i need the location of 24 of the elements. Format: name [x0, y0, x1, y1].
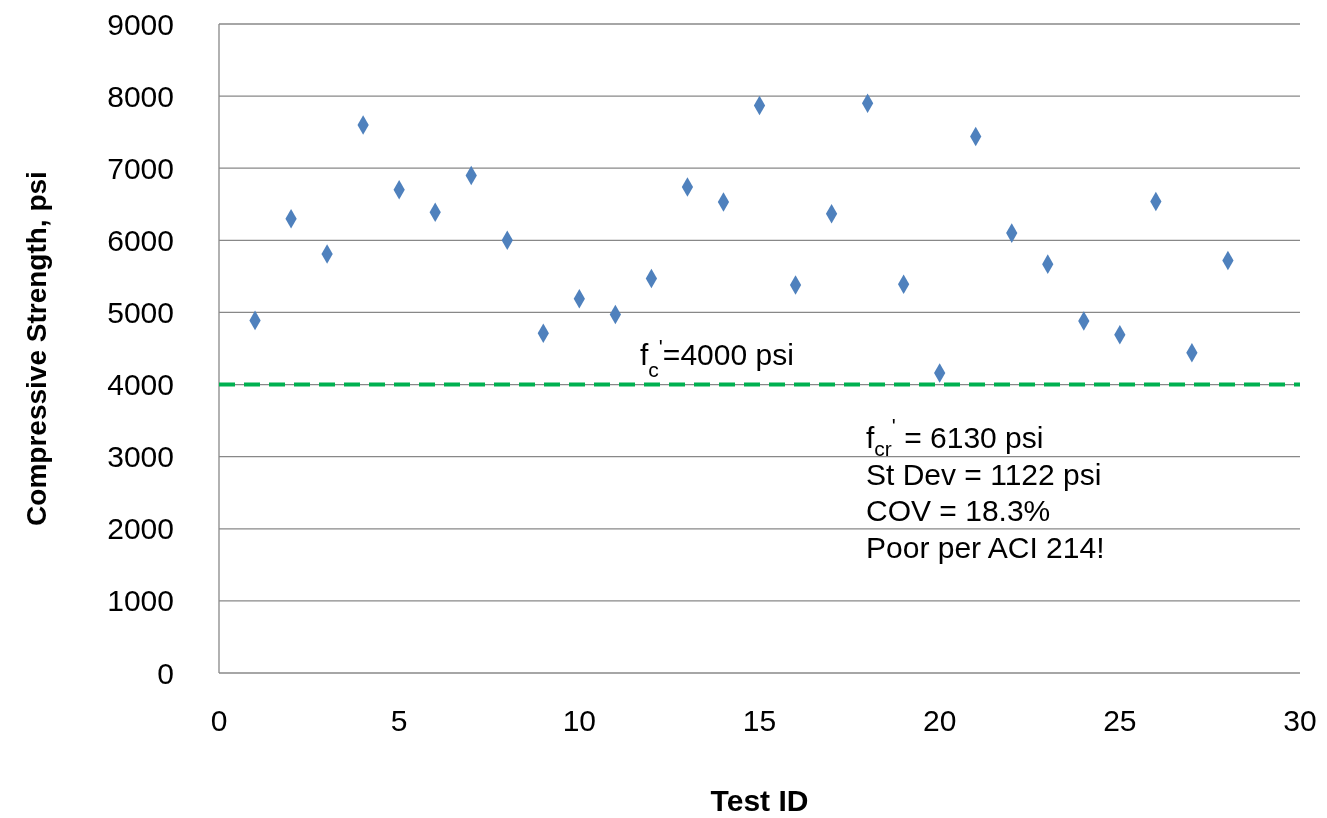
- x-tick-label: 10: [562, 703, 597, 737]
- y-tick-label: 6000: [107, 223, 174, 257]
- y-tick-label: 3000: [107, 440, 174, 474]
- y-tick-label: 2000: [107, 512, 174, 546]
- annotation: Poor per ACI 214!: [866, 530, 1105, 563]
- y-tick-label: 9000: [107, 7, 174, 41]
- x-tick-label: 20: [922, 703, 957, 737]
- annotation: f$_{cr}$$^{'}$ = 6130 psi: [866, 414, 1044, 460]
- x-tick-label: 15: [742, 703, 777, 737]
- y-axis-title: Compressive Strength, psi: [20, 171, 52, 526]
- x-tick-label: 0: [210, 703, 228, 737]
- annotation: St Dev = 1122 psi: [866, 457, 1102, 490]
- annotation: COV = 18.3%: [866, 493, 1051, 527]
- ref-line-label: f$_{c}$$^{'}$=4000 psi: [640, 334, 794, 381]
- x-axis-title: Test ID: [710, 783, 809, 817]
- y-tick-label: 0: [157, 656, 174, 690]
- y-tick-label: 4000: [107, 368, 174, 402]
- y-tick-label: 1000: [107, 584, 174, 618]
- y-tick-label: 7000: [107, 151, 174, 185]
- y-tick-label: 5000: [107, 295, 174, 329]
- x-tick-label: 5: [390, 703, 408, 737]
- x-tick-label: 25: [1103, 703, 1137, 737]
- x-tick-label: 30: [1283, 703, 1317, 737]
- y-tick-label: 8000: [107, 79, 174, 113]
